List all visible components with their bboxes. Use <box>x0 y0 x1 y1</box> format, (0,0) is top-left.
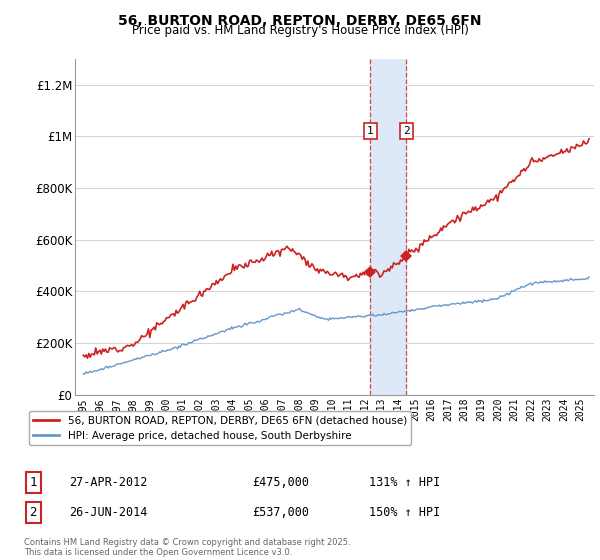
Legend: 56, BURTON ROAD, REPTON, DERBY, DE65 6FN (detached house), HPI: Average price, d: 56, BURTON ROAD, REPTON, DERBY, DE65 6FN… <box>29 411 411 445</box>
Text: 131% ↑ HPI: 131% ↑ HPI <box>369 476 440 489</box>
Text: £537,000: £537,000 <box>252 506 309 519</box>
Text: 1: 1 <box>367 126 374 136</box>
Text: Contains HM Land Registry data © Crown copyright and database right 2025.
This d: Contains HM Land Registry data © Crown c… <box>24 538 350 557</box>
Text: 56, BURTON ROAD, REPTON, DERBY, DE65 6FN: 56, BURTON ROAD, REPTON, DERBY, DE65 6FN <box>118 14 482 28</box>
Text: £475,000: £475,000 <box>252 476 309 489</box>
Text: 2: 2 <box>29 506 37 519</box>
Bar <box>370 59 406 395</box>
Text: 27-APR-2012: 27-APR-2012 <box>69 476 148 489</box>
Text: 1: 1 <box>29 476 37 489</box>
Text: Price paid vs. HM Land Registry's House Price Index (HPI): Price paid vs. HM Land Registry's House … <box>131 24 469 37</box>
Text: 2: 2 <box>403 126 410 136</box>
Text: 150% ↑ HPI: 150% ↑ HPI <box>369 506 440 519</box>
Text: 26-JUN-2014: 26-JUN-2014 <box>69 506 148 519</box>
